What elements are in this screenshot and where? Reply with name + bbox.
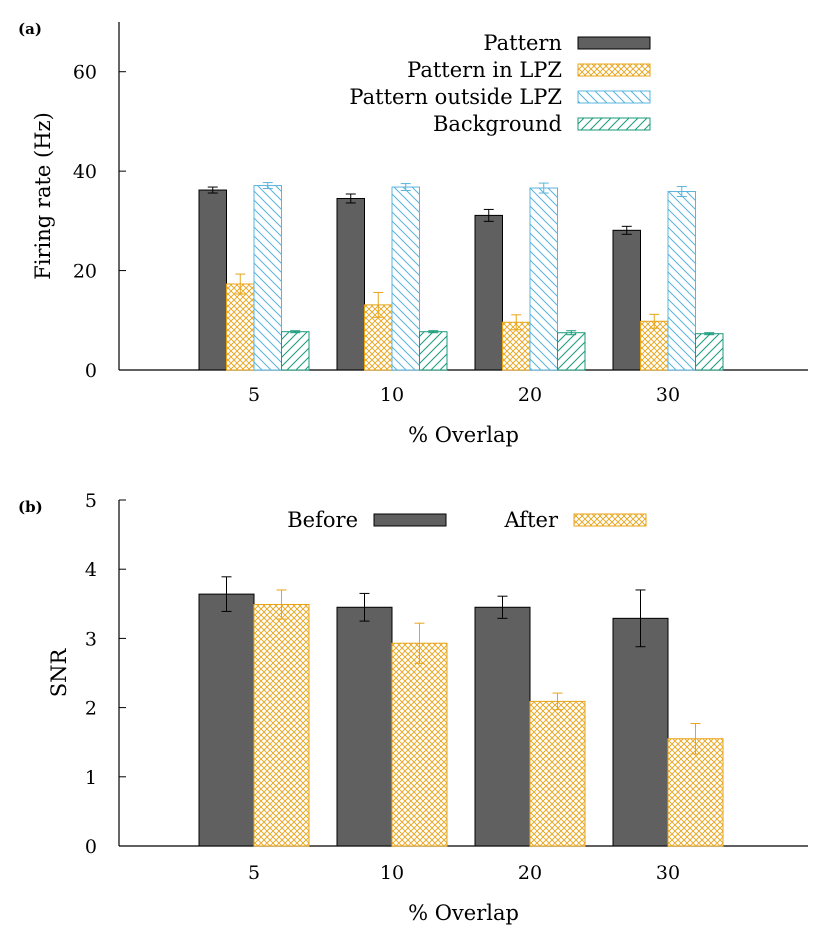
x-tick-label: 30 (656, 862, 680, 884)
bar-before (336, 606, 393, 847)
bar-pattern (336, 197, 365, 371)
bar-background (419, 331, 448, 371)
legend-swatch (573, 513, 647, 527)
bar-after (391, 642, 448, 847)
legend-label: Background (433, 112, 562, 136)
bar-after (253, 603, 310, 847)
bar-before (612, 617, 669, 847)
panel-label: (a) (18, 20, 42, 38)
y-axis-title: SNR (47, 648, 71, 698)
y-tick-label: 40 (73, 161, 97, 183)
y-tick-label: 5 (85, 490, 97, 512)
y-tick-label: 4 (85, 559, 97, 581)
x-tick-label: 20 (518, 384, 542, 406)
y-tick-label: 1 (85, 767, 97, 789)
bar-pattern-outside-lpz (391, 186, 420, 371)
legend-label: Pattern outside LPZ (349, 85, 562, 109)
bar-background (695, 333, 724, 371)
x-tick-label: 20 (518, 862, 542, 884)
chart-panel-a: (a) 0 20 40 60 5 10 20 30 Firing rate (Hz) % Overl… (18, 20, 808, 447)
y-tick-label: 3 (85, 628, 97, 650)
legend-label: Pattern (483, 31, 562, 55)
y-axis-title: Firing rate (Hz) (31, 112, 55, 280)
x-tick-label: 30 (656, 384, 680, 406)
bar-pattern (474, 214, 503, 371)
x-axis-title: % Overlap (408, 901, 519, 925)
y-tick-label: 0 (85, 836, 97, 858)
bar-pattern-outside-lpz (253, 185, 282, 371)
bar-background (281, 331, 310, 371)
bar-pattern (198, 189, 227, 371)
x-tick-label: 5 (248, 862, 260, 884)
bar-before (474, 606, 531, 847)
y-tick-label: 2 (85, 698, 97, 720)
legend-swatch (577, 90, 651, 104)
x-tick-label: 5 (248, 384, 260, 406)
legend-label: Before (287, 508, 358, 532)
y-tick-label: 0 (85, 360, 97, 382)
bar-after (667, 738, 724, 847)
x-tick-label: 10 (380, 862, 404, 884)
bar-before (198, 593, 255, 847)
legend-swatch (577, 117, 651, 131)
legend-swatch (373, 513, 447, 527)
bar-pattern-outside-lpz (529, 187, 558, 371)
bar-after (529, 700, 586, 847)
bar-pattern-outside-lpz (667, 191, 696, 371)
bar-pattern (612, 229, 641, 371)
legend-label: Pattern in LPZ (407, 58, 562, 82)
legend-swatch (577, 63, 651, 77)
legend-swatch (577, 36, 651, 50)
x-axis-title: % Overlap (408, 423, 519, 447)
y-tick-label: 20 (73, 261, 97, 283)
bar-pattern-in-lpz (226, 283, 255, 371)
y-tick-label: 60 (73, 62, 97, 84)
legend-label: After (504, 508, 559, 532)
bar-background (557, 332, 586, 371)
chart-panel-b: (b) 0 1 2 3 4 5 5 10 20 30 SNR % Overlap Before After (18, 490, 808, 925)
x-tick-label: 10 (380, 384, 404, 406)
panel-label: (b) (18, 498, 43, 516)
